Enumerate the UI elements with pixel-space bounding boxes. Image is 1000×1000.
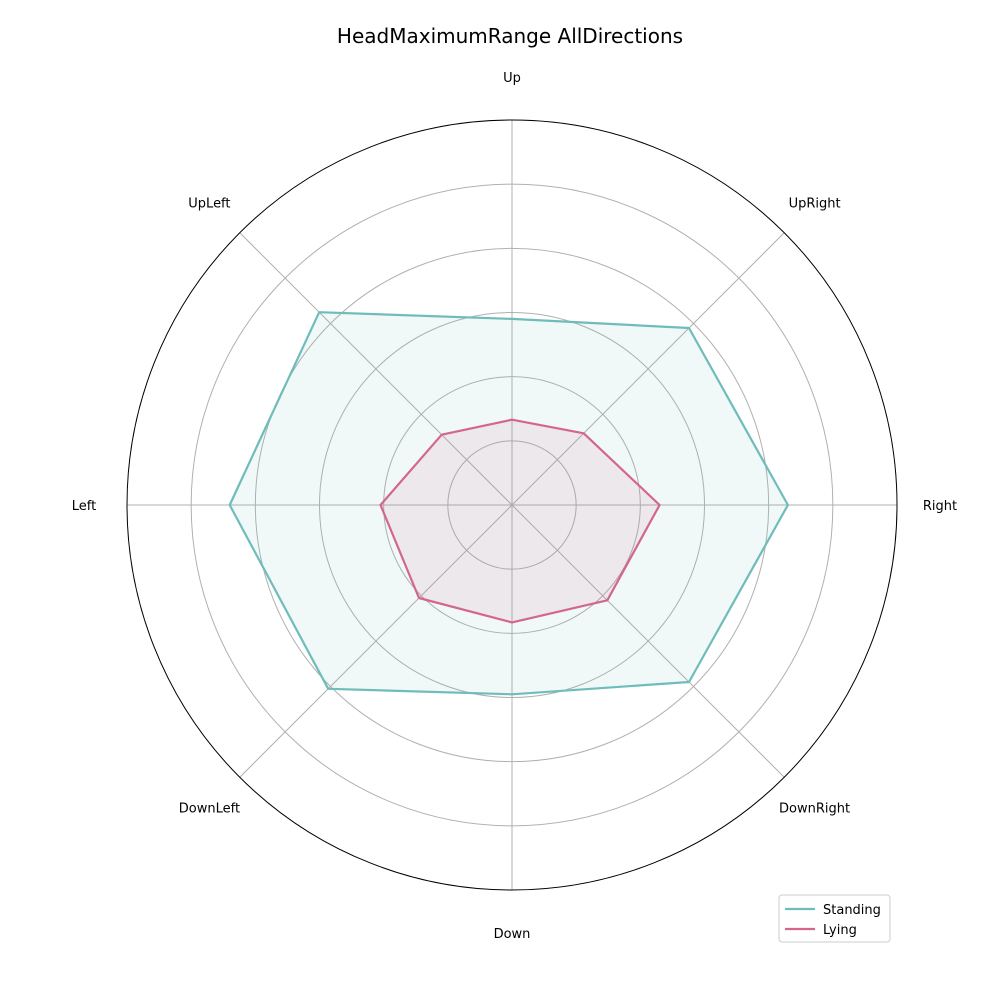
spoke-upright xyxy=(511,232,785,506)
spoke-downleft xyxy=(239,504,513,778)
axis-label-up: Up xyxy=(503,71,521,86)
axis-label-down: Down xyxy=(494,927,531,942)
outer-frame xyxy=(126,119,898,891)
legend-label-standing: Standing xyxy=(823,903,881,918)
series-standing xyxy=(228,311,790,696)
spoke-downright xyxy=(511,504,785,778)
series-lying xyxy=(379,418,661,624)
series-fill-standing xyxy=(229,312,788,695)
axis-label-upleft: UpLeft xyxy=(188,196,230,211)
axis-label-left: Left xyxy=(72,499,96,514)
legend-label-lying: Lying xyxy=(823,923,857,938)
legend: Standing Lying xyxy=(778,894,891,943)
axis-label-downright: DownRight xyxy=(779,802,850,817)
radar-series xyxy=(228,311,790,696)
category-labels: Up UpRight Right DownRight Down DownLeft Left U… xyxy=(72,71,957,942)
radar-grid xyxy=(126,119,898,891)
axis-label-downleft: DownLeft xyxy=(179,802,240,817)
legend-frame xyxy=(778,894,891,943)
axis-label-right: Right xyxy=(923,499,957,514)
series-fill-lying xyxy=(380,419,660,623)
spoke-upleft xyxy=(239,232,513,506)
axis-label-upright: UpRight xyxy=(789,196,841,211)
chart-title: HeadMaximumRange AllDirections xyxy=(337,24,683,48)
